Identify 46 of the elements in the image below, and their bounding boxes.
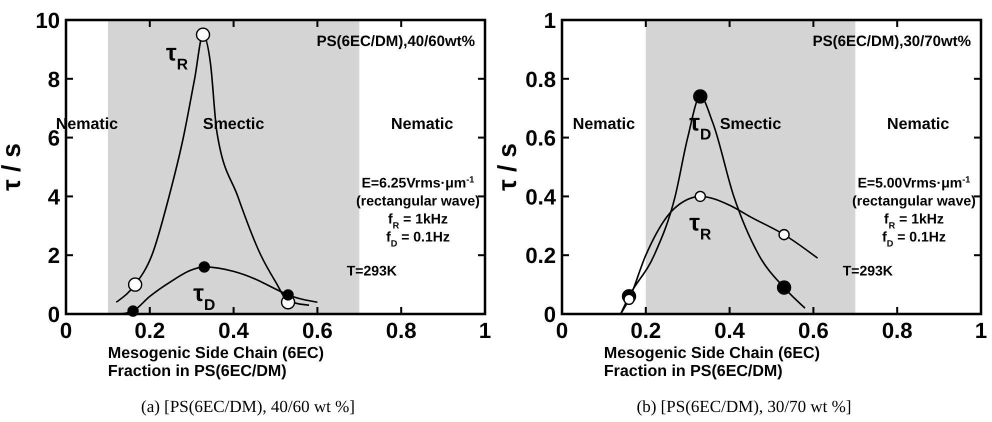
series-label: τ$_{R}$ [689, 209, 712, 243]
annotation: Smectic [720, 116, 782, 133]
y-tick-label: 8 [48, 66, 60, 92]
series-label: τ$_{D}$ [193, 280, 216, 314]
x-tick-label: 0.8 [882, 318, 912, 343]
y-tick-label: 0.2 [525, 243, 556, 268]
x-tick-label: 0.6 [302, 318, 333, 343]
text: (b) [PS(6EC/DM), 30/70 wt %] [636, 397, 852, 416]
annotation: f$_{D}$ = 0.1Hz [882, 228, 946, 249]
annotation: Nematic [391, 116, 454, 133]
annotation: f$_{R}$ = 1kHz [388, 210, 448, 231]
annotation: T=293K [346, 262, 397, 279]
x-axis-title: Mesogenic Side Chain (6EC) Fraction in PS(6EC/DM) [604, 345, 820, 380]
annotation: (rectangular wave) [356, 192, 480, 209]
annotation: Nematic [887, 116, 950, 133]
x-tick-label: 1 [974, 318, 988, 343]
y-tick-label: 4 [48, 184, 61, 210]
y-tick-label: 0 [544, 302, 556, 327]
annotation: E=5.00Vrms·μm$^{-1}$ [858, 174, 970, 191]
annotation: f$_{D}$ = 0.1Hz [386, 228, 450, 249]
y-tick-label: 1 [544, 8, 556, 33]
y-tick-label: 0 [48, 302, 60, 327]
x-tick-label: 0.6 [798, 318, 829, 343]
annotation: (rectangular wave) [852, 192, 976, 209]
x-tick-label: 0.2 [630, 318, 662, 343]
annotation: f$_{R}$ = 1kHz [884, 210, 944, 231]
y-tick-label: 10 [36, 8, 60, 33]
text: PS(6EC/DM),30/70wt% [812, 33, 971, 50]
x-axis-title: Mesogenic Side Chain (6EC) Fraction in PS(6EC/DM) [108, 345, 324, 380]
y-tick-label: 0.8 [525, 66, 556, 92]
y-tick-label: 2 [48, 243, 60, 268]
text: (a) [PS(6EC/DM), 40/60 wt %] [141, 397, 355, 416]
y-axis-title: τ / s [492, 143, 522, 191]
annotation: T=293K [842, 262, 893, 279]
x-tick-label: 0.2 [134, 318, 166, 343]
y-axis-title: τ / s [0, 143, 26, 191]
legend-label: τ$_{R}$ [166, 40, 188, 74]
annotation: E=6.25Vrms·μm$^{-1}$ [362, 174, 474, 191]
y-tick-label: 0.6 [525, 126, 556, 151]
x-tick-label: 0.4 [218, 318, 250, 343]
x-tick-label: 0.8 [386, 318, 416, 343]
x-tick-label: 1 [478, 318, 492, 343]
text: PS(6EC/DM),40/60wt% [316, 33, 475, 50]
x-tick-label: 0.4 [714, 318, 746, 343]
y-tick-label: 0.4 [525, 184, 557, 210]
annotation: Nematic [572, 116, 636, 133]
